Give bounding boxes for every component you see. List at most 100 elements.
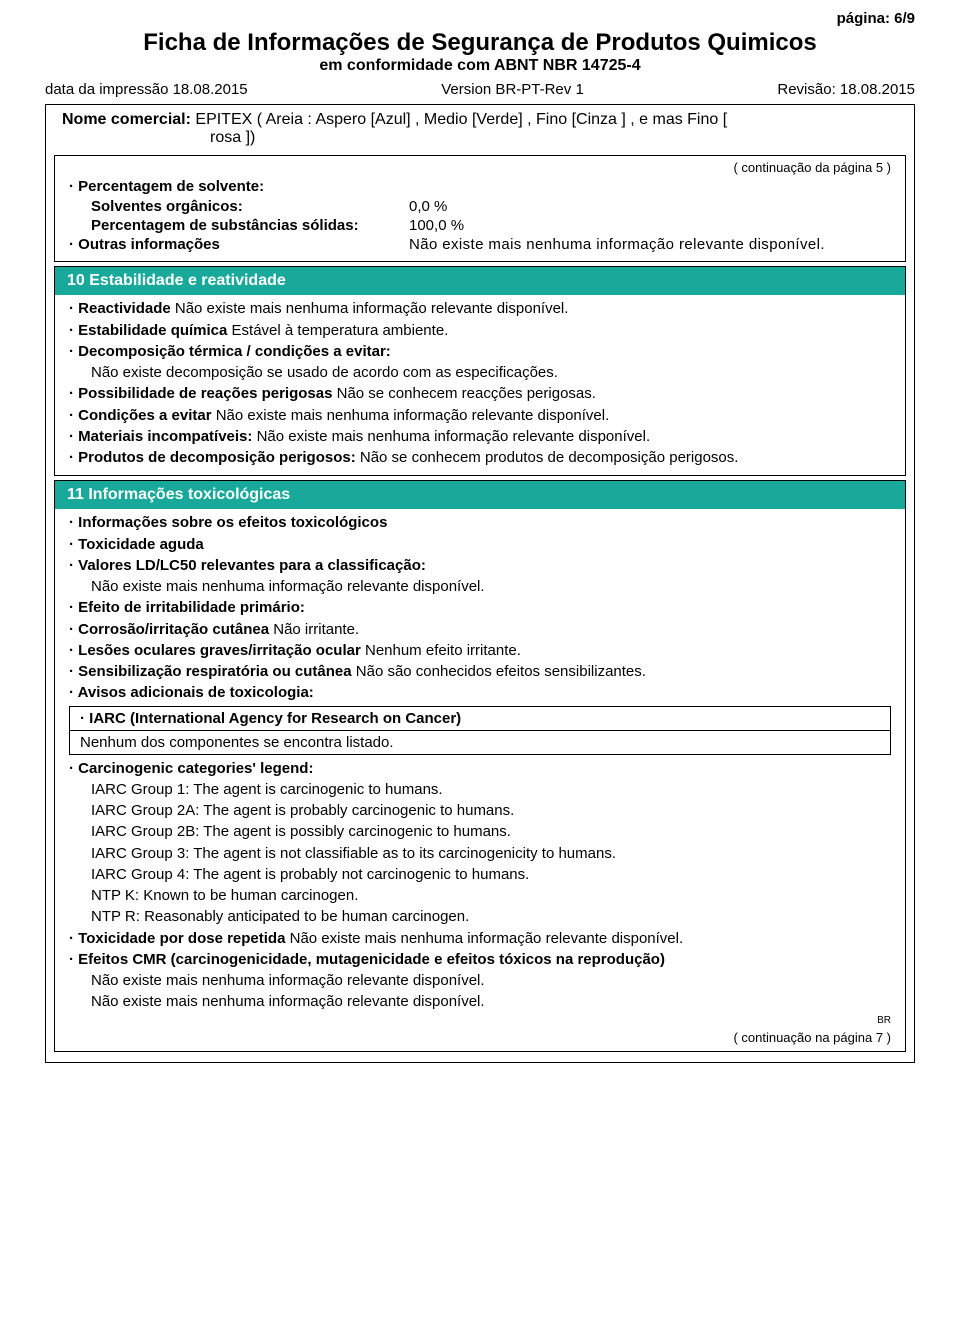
list-item: · Lesões oculares graves/irritação ocula… xyxy=(69,641,891,661)
item-text: Não são conhecidos efeitos sensibilizant… xyxy=(356,663,646,680)
list-item: · Carcinogenic categories' legend: xyxy=(69,759,891,779)
list-item: IARC Group 1: The agent is carcinogenic … xyxy=(69,780,891,800)
item-text: Não se conhecem reacções perigosas. xyxy=(337,385,596,402)
item-text: Estável à temperatura ambiente. xyxy=(232,322,449,339)
item-text: Não existe mais nenhuma informação relev… xyxy=(216,407,610,424)
iarc-box: · IARC (International Agency for Researc… xyxy=(69,706,891,755)
item-label: · Decomposição térmica / condições a evi… xyxy=(69,343,391,360)
item-text: NTP R: Reasonably anticipated to be huma… xyxy=(91,908,469,925)
list-item: · Sensibilização respiratória ou cutânea… xyxy=(69,662,891,682)
list-item: · Efeito de irritabilidade primário: xyxy=(69,598,891,618)
item-text: Nenhum efeito irritante. xyxy=(365,642,521,659)
item-label: · Estabilidade química xyxy=(69,322,232,339)
page-number: página: 6/9 xyxy=(45,10,915,27)
solvent-percent-label: · Percentagem de solvente: xyxy=(69,177,891,197)
list-item: Não existe mais nenhuma informação relev… xyxy=(69,992,891,1012)
item-label: · Avisos adicionais de toxicologia: xyxy=(69,684,314,701)
list-item: · Avisos adicionais de toxicologia: xyxy=(69,683,891,703)
other-info-value: Não existe mais nenhuma informação relev… xyxy=(409,236,891,253)
meta-row: data da impressão 18.08.2015 Version BR-… xyxy=(45,81,915,98)
list-item: · Corrosão/irritação cutânea Não irritan… xyxy=(69,620,891,640)
product-text-2: rosa ]) xyxy=(62,129,906,147)
item-text: Não existe mais nenhuma informação relev… xyxy=(290,930,684,947)
organic-solvents-value: 0,0 % xyxy=(409,198,891,215)
list-item: · Materiais incompatíveis: Não existe ma… xyxy=(69,427,891,447)
item-text: IARC Group 1: The agent is carcinogenic … xyxy=(91,781,443,798)
item-text: IARC Group 4: The agent is probably not … xyxy=(91,866,529,883)
item-label: · Informações sobre os efeitos toxicológ… xyxy=(69,514,387,531)
item-text: Não existe mais nenhuma informação relev… xyxy=(91,972,485,989)
other-info-label: · Outras informações xyxy=(69,236,409,253)
item-label: · Reactividade xyxy=(69,300,175,317)
item-label: · Condições a evitar xyxy=(69,407,216,424)
item-label: · Lesões oculares graves/irritação ocula… xyxy=(69,642,365,659)
item-text: Não se conhecem produtos de decomposição… xyxy=(360,449,739,466)
section-11-header: 11 Informações toxicológicas xyxy=(55,481,905,509)
list-item: · Informações sobre os efeitos toxicológ… xyxy=(69,513,891,533)
list-item: · Possibilidade de reações perigosas Não… xyxy=(69,384,891,404)
section-11-box: 11 Informações toxicológicas · Informaçõ… xyxy=(54,480,906,1051)
item-label: · Materiais incompatíveis: xyxy=(69,428,257,445)
solids-percent-value: 100,0 % xyxy=(409,217,891,234)
list-item: NTP R: Reasonably anticipated to be huma… xyxy=(69,907,891,927)
br-note: BR xyxy=(69,1015,891,1026)
list-item: · Estabilidade química Estável à tempera… xyxy=(69,321,891,341)
item-label: · Toxicidade por dose repetida xyxy=(69,930,290,947)
item-label: · Efeitos CMR (carcinogenicidade, mutage… xyxy=(69,951,665,968)
organic-solvents-label: Solventes orgânicos: xyxy=(69,198,409,215)
solids-percent-label: Percentagem de substâncias sólidas: xyxy=(69,217,409,234)
iarc-body: Nenhum dos componentes se encontra lista… xyxy=(70,731,890,754)
item-label: · Possibilidade de reações perigosas xyxy=(69,385,337,402)
list-item: · Decomposição térmica / condições a evi… xyxy=(69,342,891,362)
revision: Revisão: 18.08.2015 xyxy=(777,81,915,98)
item-text: Não existe decomposição se usado de acor… xyxy=(91,364,558,381)
item-text: Não existe mais nenhuma informação relev… xyxy=(175,300,569,317)
item-text: Não existe mais nenhuma informação relev… xyxy=(91,578,485,595)
product-label: Nome comercial: xyxy=(62,111,191,128)
list-item: · Efeitos CMR (carcinogenicidade, mutage… xyxy=(69,950,891,970)
section-10-content: · Reactividade Não existe mais nenhuma i… xyxy=(55,295,905,475)
list-item: NTP K: Known to be human carcinogen. xyxy=(69,886,891,906)
item-label: · Toxicidade aguda xyxy=(69,536,204,553)
list-item: · Toxicidade aguda xyxy=(69,535,891,555)
item-label: · Produtos de decomposição perigosos: xyxy=(69,449,360,466)
item-text: Não irritante. xyxy=(273,621,359,638)
item-text: NTP K: Known to be human carcinogen. xyxy=(91,887,358,904)
item-text: Não existe mais nenhuma informação relev… xyxy=(91,993,485,1010)
print-date: data da impressão 18.08.2015 xyxy=(45,81,248,98)
continuation-top: ( continuação da página 5 ) xyxy=(69,160,891,175)
continuation-bottom: ( continuação na página 7 ) xyxy=(69,1030,891,1045)
product-name: Nome comercial: EPITEX ( Areia : Aspero … xyxy=(54,111,906,147)
section-10-header: 10 Estabilidade e reatividade xyxy=(55,267,905,295)
doc-subtitle: em conformidade com ABNT NBR 14725-4 xyxy=(45,57,915,75)
item-text: Não existe mais nenhuma informação relev… xyxy=(257,428,651,445)
box-properties: ( continuação da página 5 ) · Percentage… xyxy=(54,155,906,262)
item-label: · Sensibilização respiratória ou cutânea xyxy=(69,663,356,680)
item-label: · Efeito de irritabilidade primário: xyxy=(69,599,305,616)
list-item: Não existe mais nenhuma informação relev… xyxy=(69,577,891,597)
item-label: · Valores LD/LC50 relevantes para a clas… xyxy=(69,557,426,574)
outer-frame: Nome comercial: EPITEX ( Areia : Aspero … xyxy=(45,104,915,1063)
list-item: · Toxicidade por dose repetida Não exist… xyxy=(69,929,891,949)
list-item: · Valores LD/LC50 relevantes para a clas… xyxy=(69,556,891,576)
section-11-content: · Informações sobre os efeitos toxicológ… xyxy=(55,509,905,1050)
list-item: · Condições a evitar Não existe mais nen… xyxy=(69,406,891,426)
section-10-box: 10 Estabilidade e reatividade · Reactivi… xyxy=(54,266,906,476)
item-text: IARC Group 2B: The agent is possibly car… xyxy=(91,823,511,840)
iarc-header: · IARC (International Agency for Researc… xyxy=(70,707,890,730)
item-label: · Corrosão/irritação cutânea xyxy=(69,621,273,638)
list-item: IARC Group 3: The agent is not classifia… xyxy=(69,844,891,864)
item-text: IARC Group 2A: The agent is probably car… xyxy=(91,802,514,819)
list-item: Não existe mais nenhuma informação relev… xyxy=(69,971,891,991)
list-item: IARC Group 4: The agent is probably not … xyxy=(69,865,891,885)
product-text-1: EPITEX ( Areia : Aspero [Azul] , Medio [… xyxy=(195,111,727,128)
list-item: · Produtos de decomposição perigosos: Nã… xyxy=(69,448,891,468)
item-text: IARC Group 3: The agent is not classifia… xyxy=(91,845,616,862)
doc-title: Ficha de Informações de Segurança de Pro… xyxy=(45,29,915,57)
list-item: · Reactividade Não existe mais nenhuma i… xyxy=(69,299,891,319)
list-item: IARC Group 2B: The agent is possibly car… xyxy=(69,822,891,842)
version: Version BR-PT-Rev 1 xyxy=(441,81,584,98)
item-label: · Carcinogenic categories' legend: xyxy=(69,760,313,777)
list-item: IARC Group 2A: The agent is probably car… xyxy=(69,801,891,821)
list-item: Não existe decomposição se usado de acor… xyxy=(69,363,891,383)
